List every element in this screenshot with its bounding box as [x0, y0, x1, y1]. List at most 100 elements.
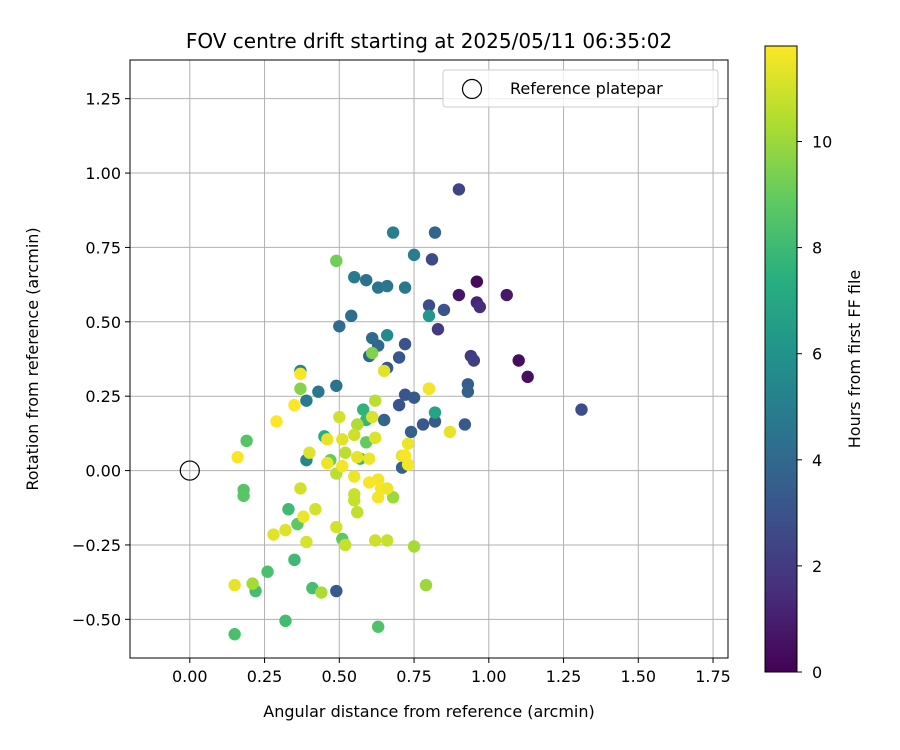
data-points [228, 183, 588, 641]
colorbar-tick-label: 10 [812, 132, 832, 151]
y-tick-label: −0.50 [72, 610, 121, 629]
y-tick-label: 0.00 [85, 462, 121, 481]
data-point [398, 449, 412, 462]
reference-marker-group [179, 460, 200, 481]
data-point [428, 406, 442, 419]
data-point [339, 446, 352, 459]
x-tick-label: 0.00 [172, 667, 208, 686]
data-point [407, 248, 421, 262]
data-point [431, 323, 445, 336]
colorbar-label: Hours from first FF file [845, 270, 864, 449]
data-point [357, 403, 370, 416]
data-point [386, 491, 400, 504]
data-point [228, 578, 241, 592]
data-point [360, 273, 373, 287]
data-point [333, 410, 346, 424]
data-point [339, 538, 352, 552]
data-point [333, 320, 346, 333]
data-point [228, 627, 241, 641]
x-tick-label: 0.25 [247, 667, 283, 686]
colorbar-tick-label: 0 [812, 663, 822, 682]
data-point [303, 446, 316, 459]
data-point [380, 279, 394, 293]
data-point [246, 577, 259, 590]
x-tick-label: 0.75 [396, 667, 432, 686]
data-point [348, 428, 361, 442]
data-point [461, 385, 475, 398]
y-tick-label: 0.50 [85, 313, 121, 332]
data-point [398, 337, 412, 351]
data-point [267, 528, 280, 541]
legend: Reference platepar [442, 69, 719, 108]
chart-title: FOV centre drift starting at 2025/05/11 … [186, 29, 672, 53]
legend-box [442, 69, 719, 108]
data-point [419, 578, 433, 592]
data-point [392, 398, 406, 412]
plot-area [130, 60, 728, 658]
data-point [300, 394, 313, 407]
data-point [261, 565, 274, 578]
data-point [380, 482, 394, 495]
data-point [240, 434, 253, 448]
data-point [500, 288, 513, 302]
y-tick-label: 0.25 [85, 387, 121, 406]
data-point [363, 452, 376, 465]
colorbar-tick-label: 8 [812, 239, 822, 258]
data-point [401, 437, 415, 450]
data-point [368, 394, 382, 407]
data-point [425, 253, 439, 266]
legend-marker-icon [461, 78, 483, 100]
data-point [380, 534, 394, 547]
y-tick-label: 1.00 [85, 164, 121, 183]
colorbar-ticks: 0 2 4 6 8 10 [797, 132, 832, 682]
reference-platepar-marker [179, 460, 200, 481]
data-point [348, 270, 361, 284]
data-point [330, 254, 343, 268]
y-tick-label: 1.25 [85, 90, 121, 109]
data-point [365, 410, 379, 424]
data-point [398, 281, 412, 294]
data-point [575, 403, 588, 416]
data-point [363, 476, 376, 489]
data-point [467, 354, 481, 367]
data-point [368, 431, 382, 445]
legend-entry-reference: Reference platepar [510, 79, 663, 98]
data-point [452, 183, 466, 196]
data-point [330, 520, 343, 534]
data-point [351, 506, 364, 519]
data-point [279, 614, 292, 628]
colorbar-tick-label: 2 [812, 557, 822, 576]
colorbar-tick-label: 6 [812, 345, 822, 364]
data-point [312, 385, 325, 398]
data-point [458, 418, 472, 431]
data-point [288, 553, 301, 567]
grid [130, 60, 728, 658]
data-point [345, 309, 358, 323]
y-tick-label: 0.75 [85, 238, 121, 257]
data-point [321, 456, 334, 470]
data-point [404, 425, 418, 439]
x-tick-label: 1.25 [546, 667, 582, 686]
data-point [452, 288, 466, 302]
data-point [336, 459, 349, 473]
data-point [428, 226, 442, 239]
data-point [422, 309, 436, 323]
colorbar: 0 2 4 6 8 10 Hours from first FF file [764, 45, 864, 682]
data-point [282, 503, 295, 516]
data-point [270, 415, 283, 428]
data-point [294, 482, 307, 495]
data-point [300, 535, 313, 549]
x-tick-label: 1.75 [695, 667, 731, 686]
data-point [437, 303, 451, 317]
x-axis-ticks: 0.00 0.25 0.50 0.75 1.00 1.25 1.50 1.75 [172, 658, 731, 686]
data-point [348, 494, 361, 507]
data-point [386, 226, 400, 239]
data-point [428, 415, 442, 428]
x-tick-label: 1.00 [471, 667, 507, 686]
data-point [422, 382, 436, 395]
data-point [470, 275, 484, 288]
data-point [371, 620, 385, 633]
data-point [321, 433, 334, 446]
plot-frame [129, 59, 729, 659]
data-point [309, 503, 322, 516]
